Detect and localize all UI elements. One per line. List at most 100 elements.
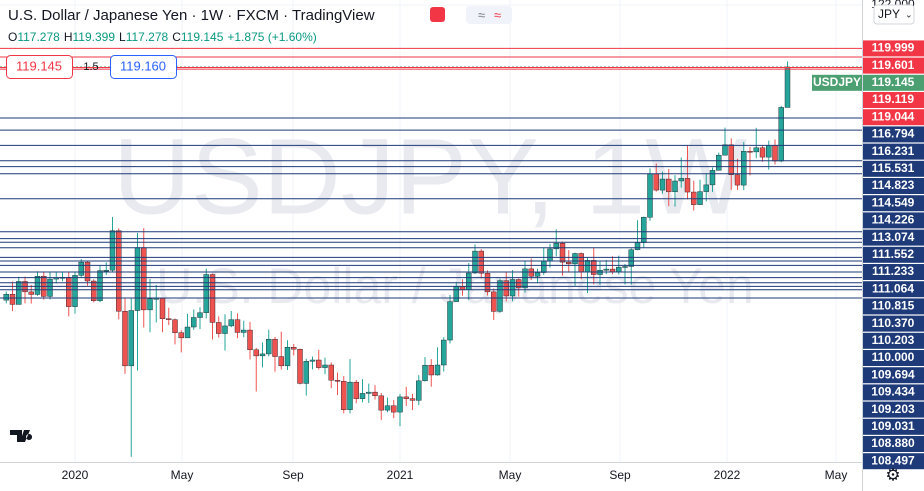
level-badge — [863, 126, 924, 143]
price-badge — [863, 74, 924, 91]
last-price-label: 119.145 — [872, 75, 915, 89]
candle-body — [653, 173, 659, 191]
watermark: USDJPY, 1W — [113, 116, 747, 237]
buy-price: 119.160 — [120, 58, 166, 73]
candle-body — [422, 365, 428, 382]
candle-body — [378, 395, 384, 411]
level-badge — [863, 264, 924, 281]
candle-body — [766, 144, 772, 158]
candle-body — [591, 260, 597, 275]
x-tick-label: 2022 — [714, 468, 741, 482]
candle-body — [428, 365, 434, 376]
level-badge — [863, 350, 924, 367]
candle-body — [622, 266, 628, 268]
candle-body — [441, 339, 447, 366]
settings-icon[interactable]: ⚙ — [885, 465, 900, 484]
level-badge — [863, 229, 924, 246]
candle-body — [309, 359, 316, 362]
candle-body — [572, 253, 578, 265]
candle-body — [534, 272, 541, 277]
level-badge — [863, 315, 924, 332]
legend-key: C — [172, 30, 181, 44]
level-label: 114.823 — [872, 178, 915, 192]
candle-body — [728, 144, 734, 175]
compare-buttons[interactable] — [466, 6, 512, 24]
level-label: 111.064 — [872, 281, 914, 295]
level-label: 110.000 — [872, 350, 915, 364]
candle-body — [628, 249, 634, 267]
legend-value: 119.399 — [73, 30, 116, 44]
candle-body — [584, 260, 591, 273]
candle-body — [716, 154, 722, 171]
candle-body — [559, 243, 566, 263]
candle-body — [259, 353, 266, 357]
buy-button[interactable] — [110, 55, 177, 79]
candle-body — [384, 405, 391, 411]
level-badge — [863, 92, 924, 109]
candle-body — [16, 281, 22, 305]
x-tick-label: Sep — [609, 468, 631, 482]
candle-body — [697, 191, 703, 205]
candle-body — [578, 253, 584, 273]
currency-button[interactable] — [873, 4, 915, 25]
candle-body — [497, 280, 503, 312]
candle-body — [316, 359, 322, 368]
candle-body — [122, 310, 128, 367]
candle-body — [109, 230, 116, 271]
candle-body — [347, 381, 353, 410]
candle-body — [372, 391, 378, 397]
candle-body — [116, 230, 122, 312]
level-badge — [863, 298, 924, 315]
candle-body — [528, 268, 534, 277]
level-label: 109.203 — [871, 402, 915, 416]
candle-body — [184, 326, 191, 339]
candle-body — [603, 268, 609, 271]
x-tick-label: 2021 — [387, 468, 414, 482]
legend-value: 117.278 — [17, 30, 60, 44]
legend-key: O — [8, 30, 17, 44]
candle-body — [491, 291, 497, 312]
sell-button[interactable] — [6, 55, 73, 79]
candle-body — [253, 349, 259, 357]
level-label: 119.044 — [872, 109, 915, 123]
candle-body — [509, 279, 516, 297]
candle-body — [753, 147, 759, 153]
candle-body — [103, 269, 109, 272]
icon: ≈ — [478, 7, 485, 22]
candle-body — [616, 266, 622, 272]
candle-body — [328, 364, 334, 381]
symbol-label: USDJPY — [813, 75, 861, 89]
level-label: 119.119 — [872, 92, 914, 106]
candle-body — [541, 260, 547, 273]
candle-body — [678, 178, 684, 182]
level-label: 119.601 — [872, 58, 915, 72]
level-label: 116.231 — [872, 144, 915, 158]
level-badge — [863, 40, 924, 57]
level-badge — [863, 212, 924, 229]
candle-body — [172, 319, 178, 333]
level-label: 108.880 — [871, 436, 915, 450]
candle-body — [247, 329, 253, 351]
candle-body — [703, 184, 709, 192]
flag-icon[interactable] — [430, 7, 445, 22]
currency: JPY — [878, 7, 900, 21]
candle-body — [159, 298, 166, 319]
candle-body — [322, 364, 328, 368]
level-badge — [863, 195, 924, 212]
candle-body — [547, 248, 553, 262]
level-badge — [863, 178, 924, 195]
candle-body — [9, 294, 16, 305]
sell-price: 119.145 — [16, 58, 62, 73]
candle-body — [784, 66, 791, 108]
level-badge — [863, 418, 924, 435]
candle-body — [216, 322, 222, 334]
candle-body — [672, 180, 678, 193]
x-tick-label: May — [825, 468, 848, 482]
tv-logo — [10, 430, 33, 442]
candle-body — [297, 348, 303, 384]
candle-body — [197, 312, 203, 318]
chart-title: U.S. Dollar / Japanese Yen · 1W · FXCM ·… — [8, 7, 375, 24]
x-tick-label: May — [171, 468, 194, 482]
